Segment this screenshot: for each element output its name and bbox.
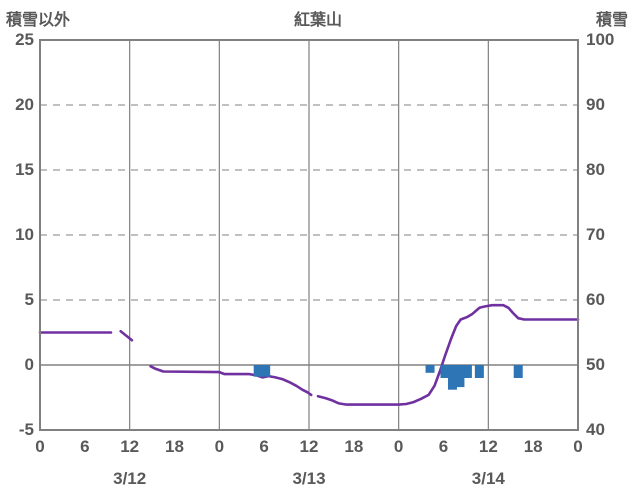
temperature-line-segment xyxy=(149,364,313,397)
chart-title: 紅葉山 xyxy=(293,12,342,29)
right-axis-tick-label: 90 xyxy=(586,95,605,114)
right-axis-title: 積雪 xyxy=(595,12,628,29)
x-axis-tick-label: 0 xyxy=(35,437,45,456)
right-axis-tick-label: 80 xyxy=(586,160,605,179)
snow-bar xyxy=(455,365,465,388)
snow-bar xyxy=(253,365,263,377)
right-axis-tick-label: 60 xyxy=(586,290,605,309)
x-axis-tick-label: 12 xyxy=(478,437,498,456)
right-axis-tick-label: 100 xyxy=(586,30,615,49)
temperature-line-segment xyxy=(119,329,134,342)
right-axis-tick-label: 40 xyxy=(586,420,605,439)
snow-bar xyxy=(462,365,472,378)
snow-bar xyxy=(425,365,435,373)
left-axis-tick-label: 0 xyxy=(24,355,34,374)
x-axis-tick-label: 6 xyxy=(438,437,449,456)
snow-bar xyxy=(440,365,450,378)
x-axis-tick-label: 18 xyxy=(165,437,184,456)
left-axis-tick-label: -5 xyxy=(18,420,34,439)
date-label: 3/12 xyxy=(113,469,147,488)
x-axis-tick-label: 0 xyxy=(573,437,583,456)
left-axis-tick-label: 5 xyxy=(24,290,34,309)
left-axis-tick-label: 25 xyxy=(15,30,34,49)
temperature-line-segment xyxy=(316,303,580,406)
snow-bar xyxy=(261,365,271,377)
left-axis-tick-label: 15 xyxy=(15,160,34,179)
x-axis-tick-label: 12 xyxy=(299,437,319,456)
x-axis-tick-label: 0 xyxy=(393,437,404,456)
left-axis-title: 積雪以外 xyxy=(6,12,71,29)
left-axis-tick-label: 20 xyxy=(15,95,34,114)
x-axis-tick-label: 0 xyxy=(214,437,225,456)
date-label: 3/14 xyxy=(471,469,505,488)
date-label: 3/13 xyxy=(292,469,326,488)
snow-bar xyxy=(447,365,457,390)
x-axis-tick-label: 18 xyxy=(523,437,543,456)
x-axis-tick-label: 6 xyxy=(80,437,90,456)
left-axis-tick-label: 10 xyxy=(15,225,34,244)
plot-border xyxy=(39,39,579,431)
x-axis-tick-label: 6 xyxy=(259,437,269,456)
snow-bar xyxy=(513,365,523,378)
snow-bar xyxy=(474,365,484,378)
right-axis-tick-label: 70 xyxy=(586,225,605,244)
right-axis-tick-label: 50 xyxy=(586,355,605,374)
x-axis-tick-label: 18 xyxy=(344,437,364,456)
x-axis-tick-label: 12 xyxy=(120,437,140,456)
